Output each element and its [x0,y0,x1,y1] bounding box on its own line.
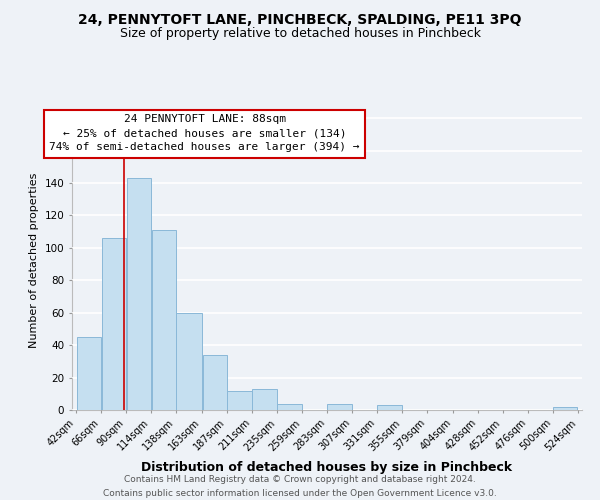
Text: 24 PENNYTOFT LANE: 88sqm
← 25% of detached houses are smaller (134)
74% of semi-: 24 PENNYTOFT LANE: 88sqm ← 25% of detach… [49,114,360,152]
Text: Size of property relative to detached houses in Pinchbeck: Size of property relative to detached ho… [119,28,481,40]
Bar [176,312,202,410]
Text: 24, PENNYTOFT LANE, PINCHBECK, SPALDING, PE11 3PQ: 24, PENNYTOFT LANE, PINCHBECK, SPALDING,… [78,12,522,26]
Bar [227,390,251,410]
Bar [553,407,577,410]
X-axis label: Distribution of detached houses by size in Pinchbeck: Distribution of detached houses by size … [142,461,512,474]
Bar [77,337,101,410]
Bar [127,178,151,410]
Bar [203,355,227,410]
Text: Contains HM Land Registry data © Crown copyright and database right 2024.
Contai: Contains HM Land Registry data © Crown c… [103,476,497,498]
Bar [101,238,126,410]
Bar [377,405,401,410]
Y-axis label: Number of detached properties: Number of detached properties [29,172,39,348]
Bar [253,389,277,410]
Bar [277,404,302,410]
Bar [328,404,352,410]
Bar [152,230,176,410]
